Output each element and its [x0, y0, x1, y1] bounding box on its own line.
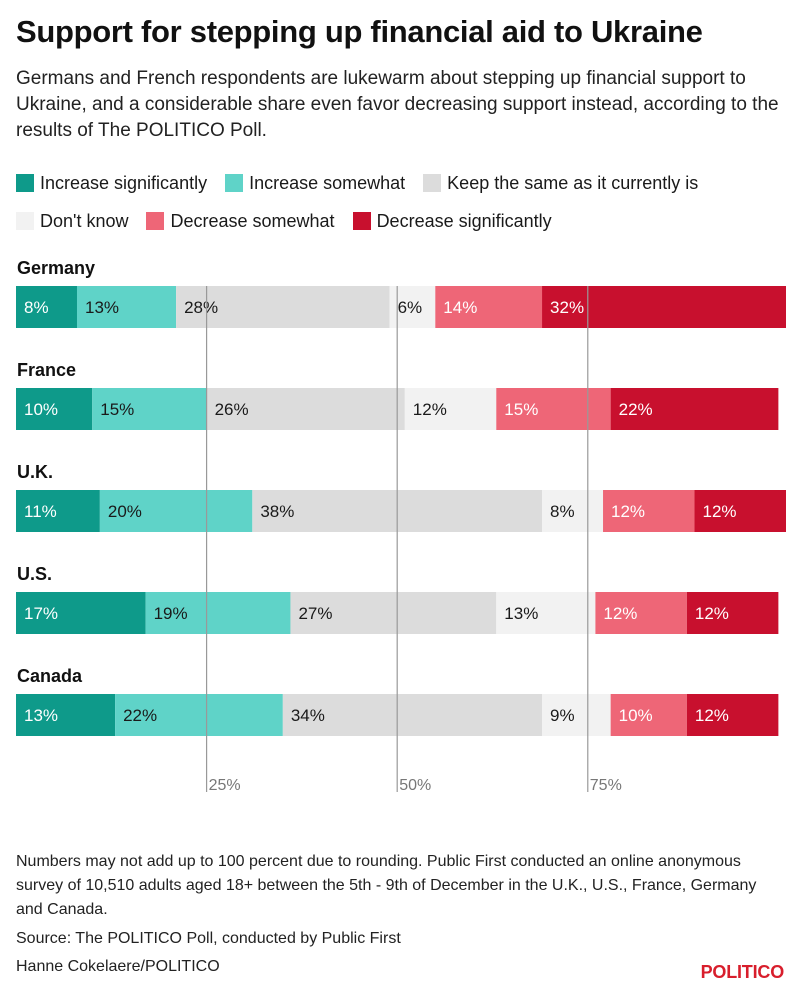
legend-swatch	[146, 212, 165, 230]
bar-segment	[16, 286, 77, 328]
data-label: 12%	[695, 706, 729, 725]
data-label: 15%	[504, 400, 538, 419]
bar-segment	[92, 388, 207, 430]
data-label: 15%	[100, 400, 134, 419]
bar-segment	[694, 490, 786, 532]
bar-segment	[610, 694, 687, 736]
chart-title: Support for stepping up financial aid to…	[16, 14, 703, 49]
legend-item: Increase significantly	[16, 172, 207, 194]
data-label: 34%	[291, 706, 325, 725]
bar-segment	[176, 286, 390, 328]
credit-note: Hanne Cokelaere/POLITICO	[16, 958, 220, 975]
data-label: 12%	[603, 604, 637, 623]
bar-segment	[16, 694, 116, 736]
legend-label: Decrease significantly	[376, 210, 552, 231]
legend-label: Keep the same as it currently is	[447, 172, 699, 193]
tick-label: 25%	[209, 777, 241, 794]
legend-label: Don't know	[40, 210, 129, 231]
country-label: France	[17, 360, 76, 380]
legend: Increase significantly Increase somewhat K…	[16, 172, 796, 232]
tick-label: 50%	[399, 777, 431, 794]
bar-segment	[404, 388, 497, 430]
legend-label: Increase significantly	[40, 172, 208, 193]
bar-segment	[610, 388, 779, 430]
data-label: 22%	[123, 706, 157, 725]
data-label: 22%	[619, 400, 653, 419]
bar-segment	[595, 592, 687, 634]
country-label: Germany	[17, 258, 95, 278]
source-note: Source: The POLITICO Poll, conducted by …	[16, 930, 401, 947]
data-label: 12%	[611, 502, 645, 521]
bar-segment	[145, 592, 291, 634]
data-label: 27%	[298, 604, 332, 623]
legend-label: Increase somewhat	[249, 172, 406, 193]
bar-segment	[99, 490, 253, 532]
data-label: 10%	[619, 706, 653, 725]
data-label: 28%	[184, 298, 218, 317]
data-label: 12%	[413, 400, 447, 419]
data-label: 13%	[85, 298, 119, 317]
stacked-bar-chart: Germany 8% 13% 28% 6% 14% 32% France 10% 15% 26% 12…	[16, 258, 786, 794]
bar-segment	[206, 388, 405, 430]
data-label: 26%	[215, 400, 249, 419]
bar-segment	[435, 286, 543, 328]
legend-item: Don't know	[16, 210, 128, 232]
footnote: Numbers may not add up to 100 percent du…	[16, 853, 757, 918]
legend-item: Decrease significantly	[352, 210, 552, 232]
data-label: 13%	[504, 604, 538, 623]
data-label: 10%	[24, 400, 58, 419]
bar-segment	[496, 592, 596, 634]
data-label: 6%	[398, 298, 423, 317]
country-label: U.K.	[17, 462, 53, 482]
bar-segment	[603, 490, 695, 532]
data-label: 32%	[550, 298, 584, 317]
legend-item: Decrease somewhat	[146, 210, 335, 232]
country-label: Canada	[17, 666, 83, 686]
legend-item: Increase somewhat	[225, 172, 405, 194]
data-label: 19%	[154, 604, 188, 623]
bar-segment	[496, 388, 611, 430]
data-label: 9%	[550, 706, 575, 725]
bar-segment	[16, 388, 93, 430]
legend-swatch	[16, 174, 34, 192]
data-label: 20%	[108, 502, 142, 521]
bar-segment	[542, 286, 786, 328]
data-label: 17%	[24, 604, 58, 623]
bar-segment	[686, 694, 779, 736]
legend-swatch	[225, 174, 244, 192]
politico-logo[interactable]: POLITICO	[700, 962, 785, 982]
data-label: 12%	[695, 604, 729, 623]
bar-segment	[282, 694, 543, 736]
data-label: 12%	[703, 502, 737, 521]
legend-label: Decrease somewhat	[170, 210, 335, 231]
bar-segment	[686, 592, 779, 634]
legend-swatch	[352, 212, 371, 230]
legend-item: Keep the same as it currently is	[423, 172, 698, 194]
bar-segment	[16, 490, 100, 532]
bar-segment	[76, 286, 177, 328]
data-label: 13%	[24, 706, 58, 725]
data-label: 14%	[443, 298, 477, 317]
bar-segment	[290, 592, 497, 634]
data-label: 8%	[550, 502, 575, 521]
bar-segment	[542, 694, 611, 736]
country-label: U.S.	[17, 564, 52, 584]
tick-label: 75%	[590, 777, 622, 794]
bar-segment	[16, 592, 146, 634]
bar-segment	[542, 490, 604, 532]
legend-swatch	[423, 174, 442, 192]
data-label: 11%	[24, 502, 57, 521]
data-label: 38%	[260, 502, 294, 521]
bar-segment	[115, 694, 283, 736]
legend-swatch	[16, 212, 34, 230]
chart-subtitle: Germans and French respondents are lukew…	[16, 68, 779, 141]
data-label: 8%	[24, 298, 49, 317]
